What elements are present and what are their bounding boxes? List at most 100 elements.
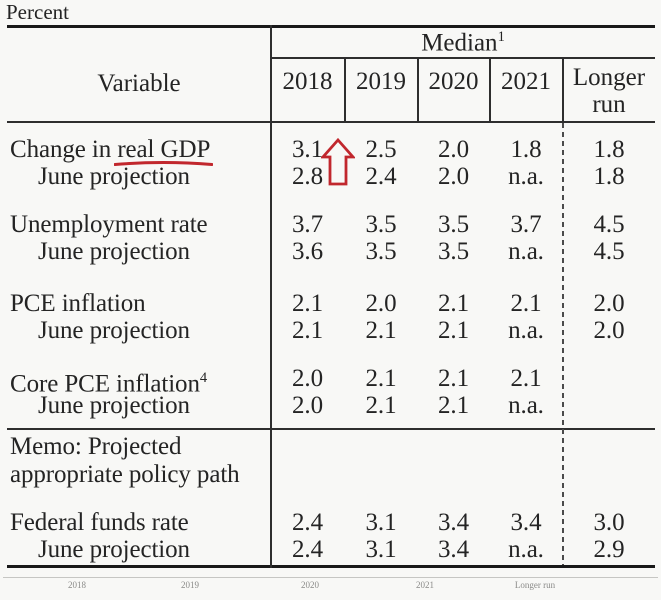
row-label: Unemployment rate bbox=[10, 211, 208, 238]
value-cell-2018: 2.4 bbox=[292, 509, 323, 536]
row-label: June projection bbox=[38, 536, 190, 563]
value-cell-2018: 2.1 bbox=[292, 317, 323, 344]
table-row-gdp: Change in real GDP 3.1 2.5 2.0 1.8 1.8 bbox=[0, 136, 661, 166]
value-cell-2020: 3.5 bbox=[438, 211, 469, 238]
median-header-rule bbox=[271, 57, 655, 59]
footer-rule bbox=[3, 577, 658, 578]
value-cell-2018: 2.0 bbox=[292, 365, 323, 392]
footer-label-2018: 2018 bbox=[68, 580, 86, 590]
row-label: Change in real GDP bbox=[10, 136, 214, 166]
footer-label-2020: 2020 bbox=[301, 580, 319, 590]
value-cell-2018: 2.4 bbox=[292, 536, 323, 563]
value-cell-2019: 3.5 bbox=[365, 238, 397, 265]
footer-label-2019: 2019 bbox=[181, 580, 199, 590]
percent-label: Percent bbox=[6, 0, 69, 24]
value-cell-2020: 2.1 bbox=[438, 290, 469, 317]
value-cell-2018: 3.7 bbox=[292, 211, 323, 238]
value-cell-2020: 2.0 bbox=[438, 163, 469, 190]
value-cell-2021: 3.4 bbox=[510, 509, 542, 536]
year-header-2021: 2021 bbox=[501, 68, 551, 95]
header-bottom-rule bbox=[7, 121, 655, 123]
value-cell-longer-run: 1.8 bbox=[593, 136, 625, 163]
underlined-text: real GDP bbox=[117, 136, 211, 163]
table-row-unemployment: Unemployment rate 3.7 3.5 3.5 3.7 4.5 bbox=[0, 211, 661, 238]
value-cell-2019: 3.1 bbox=[365, 509, 397, 536]
value-cell-2019: 2.0 bbox=[365, 290, 397, 317]
table-row-unemployment-june: June projection 3.6 3.5 3.5 n.a. 4.5 bbox=[0, 238, 661, 265]
value-cell-2020: 2.1 bbox=[438, 392, 469, 419]
value-cell-2021: n.a. bbox=[508, 238, 544, 265]
variable-header: Variable bbox=[97, 70, 181, 97]
value-cell-longer-run: 2.0 bbox=[593, 290, 625, 317]
value-cell-2019: 2.5 bbox=[365, 136, 397, 163]
footer-label-2021: 2021 bbox=[416, 580, 434, 590]
value-cell-longer-run: 2.9 bbox=[593, 536, 625, 563]
value-cell-2021: n.a. bbox=[508, 317, 544, 344]
value-cell-2019: 2.4 bbox=[365, 163, 397, 190]
median-footnote-marker: 1 bbox=[497, 29, 505, 45]
table-bottom-border bbox=[7, 565, 655, 568]
year-header-2020: 2020 bbox=[428, 68, 479, 95]
year-header-2018: 2018 bbox=[282, 68, 333, 95]
value-cell-2021: 2.1 bbox=[510, 290, 542, 317]
value-cell-2018: 3.1 bbox=[292, 136, 323, 163]
core-pce-footnote-marker: 4 bbox=[199, 370, 208, 386]
value-cell-longer-run: 1.8 bbox=[593, 163, 625, 190]
footer-label-longer-run: Longer run bbox=[514, 580, 556, 590]
year-divider-2020-2021 bbox=[489, 57, 491, 123]
memo-label-line1: Memo: Projected bbox=[10, 433, 182, 460]
row-label: PCE inflation bbox=[10, 290, 146, 317]
median-header: Median1 bbox=[271, 29, 655, 57]
row-label-text: Change in bbox=[10, 136, 118, 163]
value-cell-2019: 3.5 bbox=[365, 211, 397, 238]
value-cell-longer-run: 3.0 bbox=[593, 509, 625, 536]
longer-run-dashed-divider bbox=[562, 123, 564, 565]
value-cell-2020: 3.5 bbox=[438, 238, 469, 265]
red-underline-annotation: real GDP bbox=[114, 136, 214, 166]
value-cell-2019: 2.1 bbox=[365, 317, 397, 344]
value-cell-2021: n.a. bbox=[508, 392, 544, 419]
value-cell-2021: 2.1 bbox=[510, 365, 542, 392]
table-row-fed-funds: Federal funds rate 2.4 3.1 3.4 3.4 3.0 bbox=[0, 509, 661, 536]
row-label: June projection bbox=[38, 317, 190, 344]
value-cell-2020: 3.4 bbox=[438, 536, 469, 563]
table-row-core-pce: Core PCE inflation4 2.0 2.1 2.1 2.1 bbox=[0, 365, 661, 397]
value-cell-2020: 2.1 bbox=[438, 365, 469, 392]
value-cell-longer-run: 2.0 bbox=[593, 317, 625, 344]
value-cell-2020: 3.4 bbox=[438, 509, 469, 536]
value-cell-2018: 2.8 bbox=[292, 163, 323, 190]
table-row-pce: PCE inflation 2.1 2.0 2.1 2.1 2.0 bbox=[0, 290, 661, 317]
value-cell-2020: 2.0 bbox=[438, 136, 469, 163]
value-cell-2020: 2.1 bbox=[438, 317, 469, 344]
row-label: Core PCE inflation4 bbox=[10, 365, 207, 397]
value-cell-2019: 2.1 bbox=[365, 392, 397, 419]
longer-run-header: Longer run bbox=[572, 64, 646, 118]
red-underline-stroke bbox=[114, 161, 214, 166]
median-header-text: Median bbox=[421, 29, 498, 57]
row-label: June projection bbox=[38, 163, 190, 190]
value-cell-2018: 3.6 bbox=[292, 238, 323, 265]
row-label: June projection bbox=[38, 392, 190, 419]
longer-run-header-divider bbox=[562, 57, 564, 123]
value-cell-2021: n.a. bbox=[508, 163, 544, 190]
variable-column-divider bbox=[270, 25, 272, 568]
table-row-gdp-june: June projection 2.8 2.4 2.0 n.a. 1.8 bbox=[0, 163, 661, 190]
row-label-text: Core PCE inflation bbox=[10, 370, 200, 398]
value-cell-2021: 1.8 bbox=[510, 136, 542, 163]
table-row-core-pce-june: June projection 2.0 2.1 2.1 n.a. bbox=[0, 392, 661, 419]
value-cell-2019: 3.1 bbox=[365, 536, 397, 563]
year-divider-2018-2019 bbox=[344, 57, 346, 123]
table-row-memo-line2: appropriate policy path bbox=[0, 461, 661, 488]
year-header-2019: 2019 bbox=[356, 68, 406, 95]
row-label: June projection bbox=[38, 238, 190, 265]
table-top-border bbox=[7, 25, 655, 28]
value-cell-longer-run: 4.5 bbox=[593, 238, 625, 265]
value-cell-2021: n.a. bbox=[508, 536, 544, 563]
value-cell-2021: 3.7 bbox=[510, 211, 542, 238]
table-row-fed-funds-june: June projection 2.4 3.1 3.4 n.a. 2.9 bbox=[0, 536, 661, 563]
memo-label-line2: appropriate policy path bbox=[10, 461, 240, 488]
table-row-memo-line1: Memo: Projected bbox=[0, 433, 661, 460]
memo-section-rule bbox=[7, 428, 655, 430]
year-divider-2019-2020 bbox=[417, 57, 419, 123]
